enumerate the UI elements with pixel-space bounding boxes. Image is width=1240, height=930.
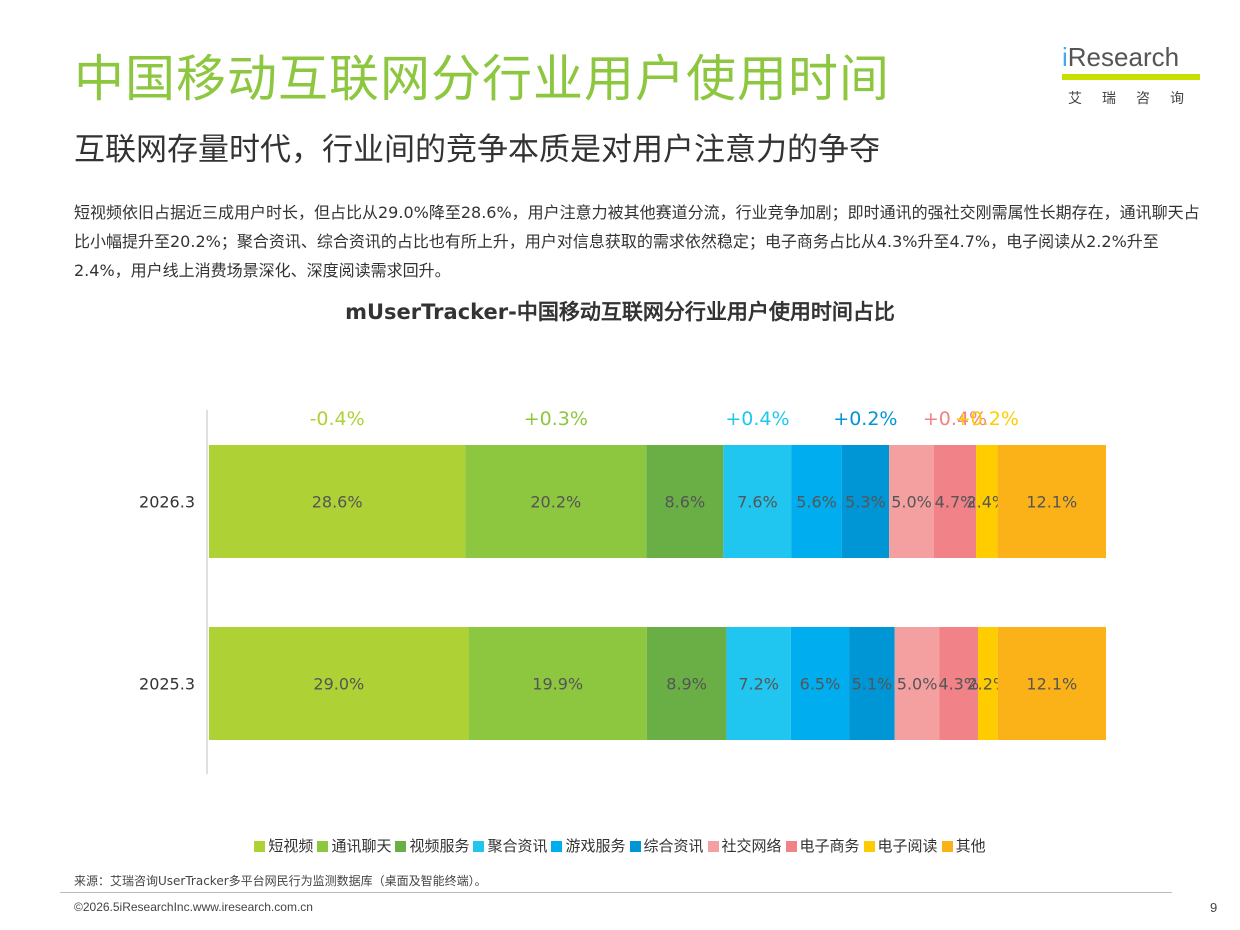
legend-label: 电子商务 bbox=[799, 837, 860, 855]
legend-swatch bbox=[785, 841, 797, 852]
bar-segment bbox=[894, 627, 940, 740]
page-subtitle: 互联网存量时代，行业间的竞争本质是对用户注意力的争夺 bbox=[74, 132, 880, 168]
legend-swatch bbox=[707, 841, 719, 852]
data-label: 2.4% bbox=[966, 493, 1007, 512]
legend-item: 社交网络 bbox=[707, 835, 782, 856]
bar-segment bbox=[849, 627, 895, 740]
data-label: 28.6% bbox=[312, 493, 363, 512]
page-number: 9 bbox=[1210, 900, 1218, 915]
bar-segment bbox=[976, 445, 998, 558]
source-note: 来源：艾瑞咨询UserTracker多平台网民行为监测数据库（桌面及智能终端）。 bbox=[74, 874, 487, 888]
legend-item: 游戏服务 bbox=[551, 835, 626, 856]
bar-segment bbox=[977, 627, 998, 740]
legend-label: 电子阅读 bbox=[877, 837, 938, 855]
bar-segment bbox=[790, 627, 850, 740]
legend-item: 聚合资讯 bbox=[473, 835, 547, 856]
data-label: 5.3% bbox=[845, 493, 886, 512]
logo-word: Research bbox=[1067, 42, 1180, 72]
data-label: 29.0% bbox=[313, 675, 364, 694]
legend-swatch bbox=[473, 841, 485, 852]
bar-segment bbox=[889, 445, 934, 558]
data-label: 5.0% bbox=[897, 675, 938, 694]
bar-segment bbox=[726, 627, 791, 740]
copyright-text: ©2026.5iResearchInc.www.iresearch.com.cn bbox=[74, 900, 313, 914]
legend-label: 其他 bbox=[955, 837, 986, 855]
legend-item: 电子阅读 bbox=[863, 835, 938, 856]
logo-bar bbox=[1062, 74, 1200, 80]
change-label: +0.4% bbox=[923, 408, 987, 430]
bar-segment bbox=[646, 627, 727, 740]
data-label: 12.1% bbox=[1026, 675, 1077, 694]
iresearch-logo: iResearch 艾瑞咨询 bbox=[1062, 40, 1207, 110]
bar-segment bbox=[997, 445, 1106, 558]
data-label: 5.6% bbox=[796, 493, 837, 512]
bar-segment bbox=[939, 627, 978, 740]
chart-title: mUserTracker-中国移动互联网分行业用户使用时间占比 bbox=[345, 300, 895, 324]
data-label: 4.3% bbox=[938, 675, 979, 694]
data-label: 12.1% bbox=[1026, 493, 1077, 512]
legend-swatch bbox=[551, 841, 563, 852]
data-label: 19.9% bbox=[532, 675, 583, 694]
logo-prefix: i bbox=[1062, 42, 1068, 72]
logo-cn-text: 艾瑞咨询 bbox=[1068, 91, 1204, 107]
data-label: 7.2% bbox=[738, 675, 779, 694]
bar-segment bbox=[723, 445, 792, 558]
bar-segment bbox=[791, 445, 842, 558]
legend-label: 社交网络 bbox=[721, 837, 782, 855]
bar-segment bbox=[933, 445, 977, 558]
legend-label: 游戏服务 bbox=[565, 837, 626, 855]
data-label: 5.0% bbox=[891, 493, 932, 512]
legend-swatch bbox=[941, 841, 953, 852]
legend-swatch bbox=[395, 841, 407, 852]
bar-segment bbox=[465, 445, 647, 558]
change-label: +0.4% bbox=[725, 408, 789, 430]
data-label: 8.9% bbox=[666, 675, 707, 694]
legend-item: 短视频 bbox=[254, 835, 313, 856]
legend-swatch bbox=[629, 841, 641, 852]
legend-swatch bbox=[254, 841, 266, 852]
category-label: 2025.3 bbox=[139, 675, 195, 694]
bar-segment bbox=[646, 445, 724, 558]
bar-segment bbox=[209, 445, 466, 558]
legend-item: 通讯聊天 bbox=[317, 835, 391, 856]
description-text: 短视频依旧占据近三成用户时长，但占比从29.0%降至28.6%，用户注意力被其他… bbox=[74, 203, 1200, 280]
legend-label: 通讯聊天 bbox=[331, 837, 392, 855]
legend-label: 综合资讯 bbox=[643, 837, 704, 855]
change-label: +0.2% bbox=[833, 408, 897, 430]
data-label: 6.5% bbox=[800, 675, 841, 694]
change-label: +0.3% bbox=[524, 408, 588, 430]
data-label: 4.7% bbox=[935, 493, 976, 512]
bar-segment bbox=[209, 627, 469, 740]
data-label: 5.1% bbox=[852, 675, 893, 694]
footer-divider bbox=[60, 892, 1172, 893]
data-label: 7.6% bbox=[737, 493, 778, 512]
legend-label: 聚合资讯 bbox=[487, 837, 548, 855]
legend-swatch bbox=[863, 841, 875, 852]
bar-segment bbox=[997, 627, 1106, 740]
legend-item: 其他 bbox=[941, 835, 986, 856]
legend-swatch bbox=[317, 841, 329, 852]
legend-item: 综合资讯 bbox=[629, 835, 704, 856]
bar-segment bbox=[468, 627, 647, 740]
data-label: 8.6% bbox=[665, 493, 706, 512]
category-label: 2026.3 bbox=[139, 493, 195, 512]
legend-item: 视频服务 bbox=[395, 835, 469, 856]
data-label: 20.2% bbox=[530, 493, 581, 512]
change-label: -0.4% bbox=[310, 408, 365, 430]
change-label: +0.2% bbox=[955, 408, 1019, 430]
legend-item: 电子商务 bbox=[785, 835, 860, 856]
bar-segment bbox=[841, 445, 890, 558]
legend-label: 短视频 bbox=[268, 837, 314, 855]
page-title: 中国移动互联网分行业用户使用时间 bbox=[74, 50, 890, 108]
legend-label: 视频服务 bbox=[409, 837, 470, 855]
chart-legend: 短视频 通讯聊天 视频服务 聚合资讯 游戏服务 综合资讯 社交网络 电子商务 电子阅读 其他 bbox=[0, 835, 1240, 856]
